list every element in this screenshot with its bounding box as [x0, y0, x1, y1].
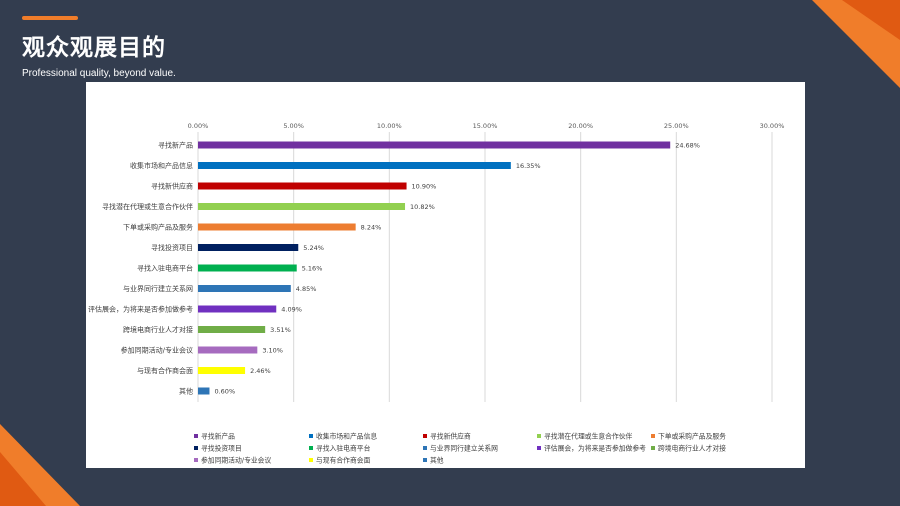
legend-label: 其他 [430, 456, 444, 465]
bar [198, 244, 299, 251]
x-tick-label: 0.00% [188, 122, 209, 130]
legend-label: 寻找新产品 [201, 432, 235, 441]
category-label: 与现有合作商会面 [137, 366, 193, 375]
bar [198, 346, 258, 354]
chart-card: 0.00% 5.00% 10.00% 15.00% 20.00% 25.00% 30.00%… [86, 82, 805, 468]
bar [198, 203, 406, 210]
bar [198, 305, 277, 313]
value-label: 3.51% [270, 326, 291, 334]
legend-label: 评估展会，为将来是否参加做参考 [544, 444, 646, 453]
legend-label: 与业界同行建立关系网 [430, 444, 498, 453]
legend-swatch [194, 434, 198, 438]
legend-swatch [194, 458, 198, 462]
x-tick-label: 20.00% [568, 122, 593, 130]
bar-chart: 0.00% 5.00% 10.00% 15.00% 20.00% 25.00% 30.00%… [88, 122, 785, 465]
legend-swatch [651, 434, 655, 438]
legend-label: 跨境电商行业人才对接 [658, 444, 726, 453]
bar [198, 182, 407, 190]
legend-swatch [537, 434, 541, 438]
category-label: 其他 [179, 387, 193, 396]
title-accent-line [22, 16, 78, 20]
page-subtitle: Professional quality, beyond value. [22, 68, 176, 79]
legend-swatch [651, 446, 655, 450]
legend-swatch [309, 446, 313, 450]
bar [198, 264, 297, 272]
bar [198, 326, 266, 333]
category-label: 寻找投资项目 [151, 243, 193, 252]
legend-label: 收集市场和产品信息 [316, 432, 377, 441]
category-label: 下单或采购产品及服务 [123, 223, 193, 232]
value-label: 16.35% [516, 162, 541, 170]
value-label: 5.24% [303, 244, 324, 252]
legend-label: 与现有合作商会面 [316, 456, 371, 465]
legend-label: 寻找入驻电商平台 [316, 444, 371, 453]
legend-swatch [309, 434, 313, 438]
legend-swatch [194, 446, 198, 450]
value-label: 4.85% [296, 285, 317, 293]
category-label: 寻找潜在代理或生意合作伙伴 [102, 202, 193, 211]
legend-label: 下单或采购产品及服务 [658, 432, 726, 441]
bar [198, 387, 210, 395]
category-label: 寻找新供应商 [151, 182, 193, 191]
legend-label: 寻找新供应商 [430, 432, 471, 441]
category-label: 与业界同行建立关系网 [123, 284, 193, 293]
category-label: 寻找入驻电商平台 [137, 264, 193, 273]
legend-swatch [423, 434, 427, 438]
legend-swatch [423, 458, 427, 462]
category-label: 寻找新产品 [158, 141, 193, 150]
x-tick-label: 10.00% [377, 122, 402, 130]
value-label: 3.10% [262, 347, 283, 355]
value-label: 10.90% [412, 183, 437, 191]
page-title: 观众观展目的 [22, 35, 166, 61]
value-label: 0.60% [214, 388, 235, 396]
bar [198, 285, 291, 292]
legend-label: 参加同期活动/专业会议 [201, 456, 271, 465]
legend-swatch [309, 458, 313, 462]
legend-swatch [423, 446, 427, 450]
category-label: 收集市场和产品信息 [130, 161, 193, 170]
legend-swatch [537, 446, 541, 450]
bar [198, 141, 671, 149]
category-label: 评估展会，为将来是否参加做参考 [88, 305, 193, 314]
bar [198, 223, 356, 231]
category-label: 参加同期活动/专业会议 [121, 346, 193, 355]
x-tick-label: 30.00% [760, 122, 785, 130]
x-tick-label: 5.00% [283, 122, 304, 130]
value-label: 24.68% [675, 142, 700, 150]
x-tick-label: 25.00% [664, 122, 689, 130]
bar [198, 162, 511, 169]
category-label: 跨境电商行业人才对接 [123, 325, 193, 334]
legend-label: 寻找潜在代理或生意合作伙伴 [544, 432, 633, 441]
value-label: 5.16% [302, 265, 323, 273]
bar [198, 367, 246, 374]
value-label: 8.24% [361, 224, 382, 232]
value-label: 10.82% [410, 203, 435, 211]
x-tick-label: 15.00% [473, 122, 498, 130]
value-label: 4.09% [281, 306, 302, 314]
value-label: 2.46% [250, 367, 271, 375]
legend-label: 寻找投资项目 [201, 444, 242, 453]
